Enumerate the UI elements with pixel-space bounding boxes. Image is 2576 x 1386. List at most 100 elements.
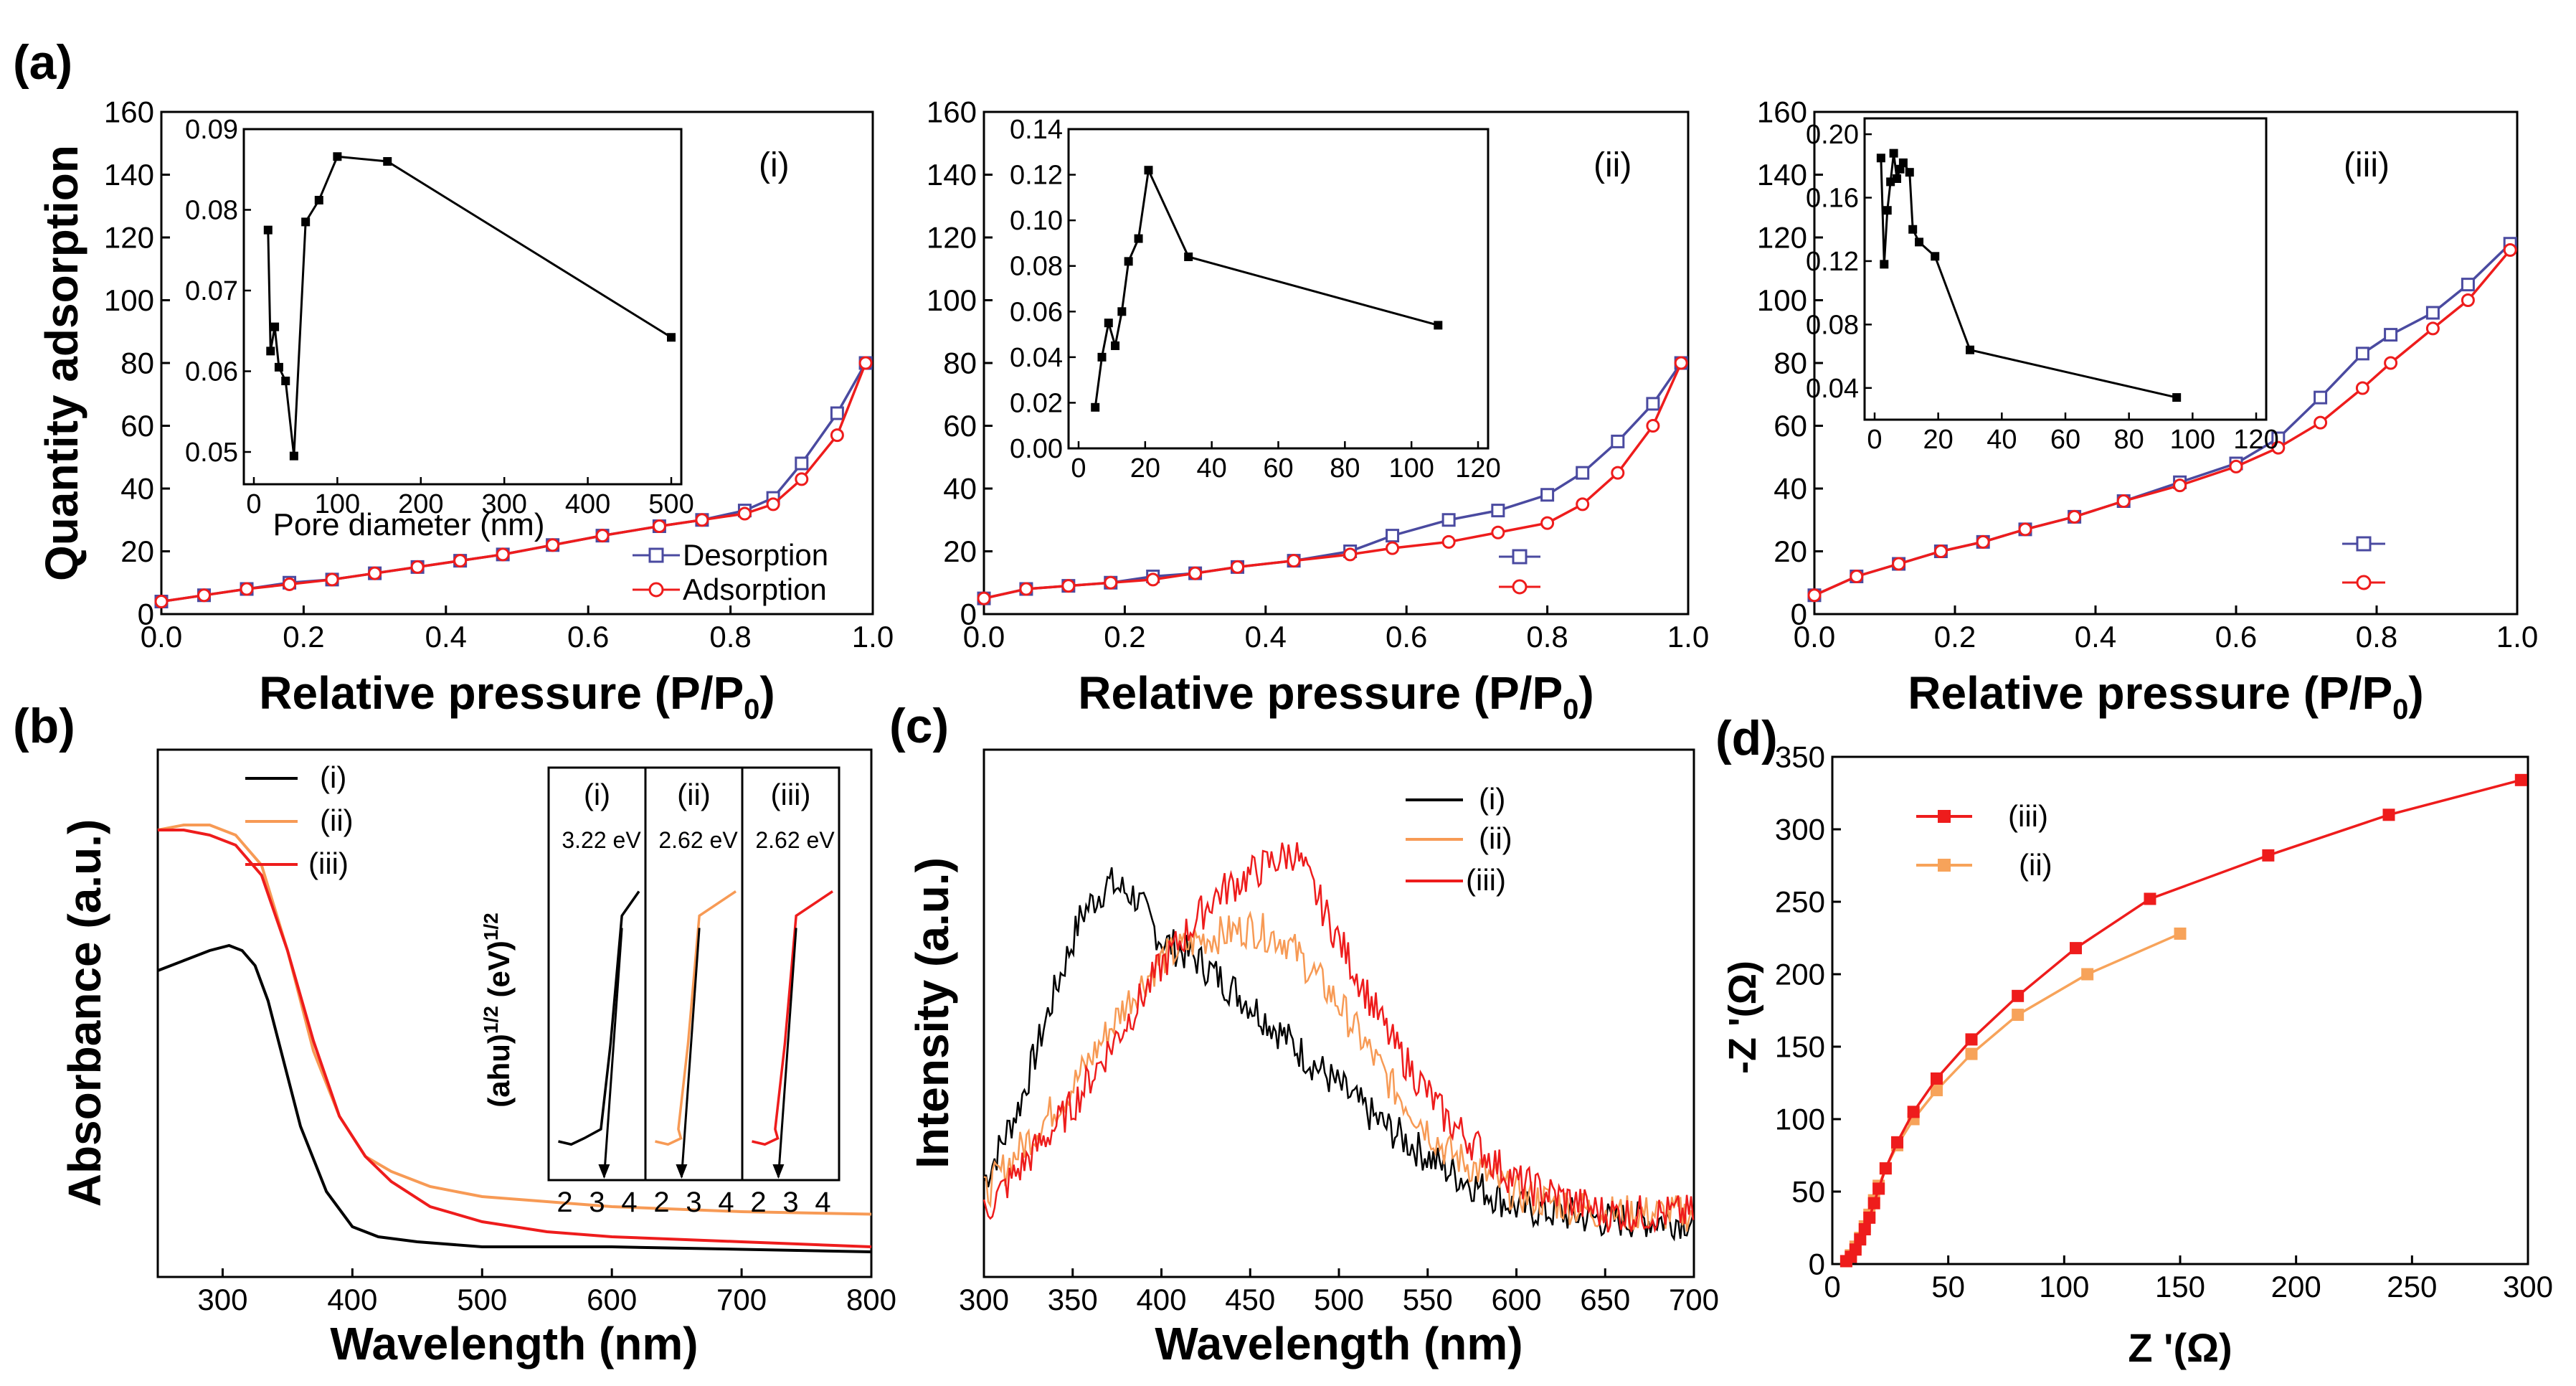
- inset-x-tick-label: 80: [1330, 453, 1360, 484]
- data-point: [1611, 434, 1625, 448]
- data-point: [1965, 1047, 1978, 1060]
- inset-data-point: [289, 451, 298, 461]
- legend-adsorption-marker: [648, 582, 664, 598]
- y-tick-label: 0: [138, 598, 154, 631]
- emission-line-iii: [982, 842, 1695, 1233]
- inset-data-point: [667, 333, 676, 342]
- inset-data-point: [1104, 319, 1113, 328]
- c-legend-ii: (ii): [1479, 821, 1512, 855]
- tauc-tangent-line: [602, 928, 623, 1178]
- inset-y-tick-label: 0.05: [185, 438, 238, 468]
- data-point: [2174, 927, 2187, 940]
- data-point: [1933, 544, 1948, 558]
- y-tick-label: 80: [1774, 346, 1807, 380]
- data-point: [2070, 942, 2082, 955]
- a-i-xlabel: Relative pressure (P/P0): [259, 667, 775, 725]
- data-point: [1892, 557, 1906, 571]
- x-tick-label: 700: [1669, 1283, 1719, 1316]
- d-legend-ii: (ii): [2019, 848, 2052, 882]
- y-tick-label: 60: [120, 409, 154, 443]
- x-tick-label: 0.2: [1104, 620, 1145, 654]
- data-point: [2068, 509, 2082, 524]
- x-tick-label: 300: [959, 1283, 1009, 1316]
- tauc-bandgap-label: 2.62 eV: [658, 827, 738, 853]
- a-ii-xlabel: Relative pressure (P/P0): [1078, 667, 1594, 725]
- inset-data-point: [314, 196, 323, 204]
- a-ii-inset-frame: [1067, 128, 1490, 450]
- x-tick-label: 0.0: [141, 620, 182, 654]
- chart-d: 0 50 100 150 200 250 300050100150200250300350 …: [1721, 740, 2553, 1370]
- data-point: [2425, 306, 2440, 320]
- y-tick-label: 60: [943, 409, 977, 443]
- inset-data-point: [333, 152, 342, 161]
- inset-x-tick-label: 120: [1455, 453, 1500, 484]
- inset-y-tick-label: 0.14: [1010, 115, 1063, 145]
- data-point: [368, 566, 382, 580]
- data-point: [977, 591, 991, 605]
- a-ii-roman-label: (ii): [1594, 146, 1632, 184]
- c-legend: (i) (ii) (iii): [1406, 782, 1512, 897]
- y-tick-label: 80: [943, 346, 977, 380]
- data-point: [1931, 1084, 1943, 1097]
- chart-b: 300 400 500 600 700 800 Absorbance (a.u.) Wav…: [59, 748, 896, 1370]
- data-point: [1146, 572, 1160, 587]
- x-tick-label: 100: [2039, 1270, 2089, 1304]
- data-point: [2355, 346, 2369, 361]
- data-point: [2503, 243, 2517, 257]
- d-frame: [1831, 755, 2529, 1265]
- data-point: [2514, 773, 2527, 786]
- x-tick-label: 0.6: [567, 620, 609, 654]
- a-ii-frame: [982, 110, 1690, 616]
- b-inset-ylabel: (ahu)1/2 (eV)1/2: [480, 913, 516, 1108]
- inset-x-tick-label: 20: [1923, 425, 1954, 455]
- inset-x-tick-label: 100: [1388, 453, 1434, 484]
- data-point: [1807, 588, 1822, 603]
- inset-x-tick-label: 60: [1263, 453, 1293, 484]
- d-legend-iii: (iii): [2008, 799, 2048, 833]
- inset-data-point: [1966, 345, 1974, 354]
- data-point: [2382, 808, 2395, 821]
- b-frame: [156, 748, 873, 1278]
- data-point: [1879, 1162, 1892, 1175]
- inset-y-tick-label: 0.12: [1806, 247, 1859, 277]
- b-legend: (i) (ii) (iii): [245, 760, 354, 880]
- a-iii-xlabel: Relative pressure (P/P0): [1908, 667, 2423, 725]
- a-i-series: [154, 356, 873, 608]
- x-tick-label: 300: [197, 1283, 247, 1316]
- x-tick-label: 550: [1403, 1283, 1453, 1316]
- data-point: [154, 595, 169, 608]
- y-tick-label: 100: [927, 283, 977, 317]
- data-point: [1019, 582, 1033, 596]
- data-point: [325, 572, 339, 587]
- a-i-inset-frame: [242, 128, 683, 486]
- absorbance-line-iii: [158, 829, 872, 1248]
- y-tick-label: 200: [1775, 958, 1825, 991]
- b-tauc-inset: (i)3.22 eV2 3 4(ii)2.62 eV2 3 4(iii)2.62 eV2…: [547, 766, 840, 1218]
- inset-x-tick-label: 300: [481, 489, 526, 519]
- data-point: [1540, 488, 1555, 502]
- data-point: [410, 560, 425, 574]
- data-point: [1386, 529, 1400, 543]
- a-ii-series: [977, 356, 1688, 605]
- b-ticks: 300 400 500 600 700 800: [197, 1268, 896, 1316]
- inset-x-tick-label: 40: [1197, 453, 1227, 484]
- y-tick-label: 140: [104, 158, 154, 192]
- data-point: [1931, 1072, 1943, 1085]
- legend-desorption-label: Desorption: [683, 538, 828, 572]
- data-point: [2012, 989, 2025, 1002]
- x-tick-label: 600: [1491, 1283, 1541, 1316]
- b-legend-i: (i): [320, 760, 346, 794]
- tauc-curve: [752, 890, 833, 1146]
- emission-line-i: [982, 867, 1695, 1242]
- a-iii-legend-adsorption-marker: [2356, 575, 2372, 590]
- c-ylabel: Intensity (a.u.): [906, 857, 958, 1169]
- inset-data-point: [1144, 166, 1153, 175]
- data-point: [240, 582, 254, 596]
- y-tick-label: 80: [120, 346, 154, 380]
- d-xlabel: Z '(Ω): [2128, 1325, 2232, 1370]
- inset-x-tick-label: 40: [1987, 425, 2017, 455]
- data-point: [1872, 1182, 1885, 1195]
- x-tick-label: 0.2: [283, 620, 324, 654]
- data-point: [546, 538, 560, 552]
- inset-x-tick-label: 0: [1071, 453, 1086, 484]
